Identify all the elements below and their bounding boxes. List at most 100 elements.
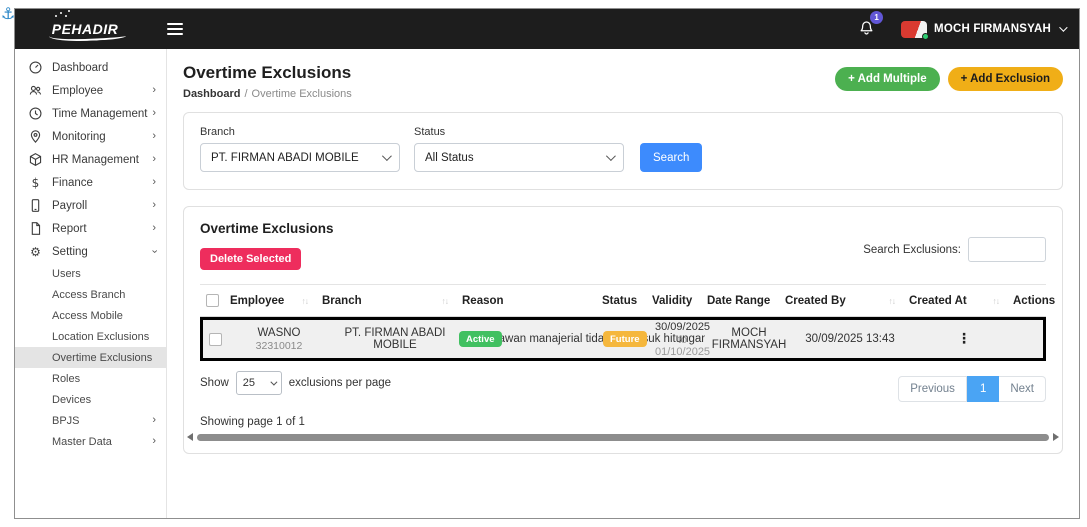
- sidebar-item-time-management[interactable]: Time Management ›: [15, 102, 166, 125]
- date-range-end: to 01/10/2025: [655, 333, 711, 358]
- sort-icon[interactable]: ↑↓: [441, 295, 449, 306]
- sidebar-item-setting[interactable]: ⚙ Setting ›: [15, 240, 166, 263]
- per-page-select[interactable]: 25: [235, 371, 282, 395]
- row-reason: Karyawan manajerial tidak termasuk hitun…: [475, 333, 705, 345]
- cube-icon: [28, 152, 43, 167]
- table-row[interactable]: WASNO 32310012 PT. FIRMAN ABADI MOBILE K…: [203, 320, 1043, 358]
- breadcrumb-dashboard[interactable]: Dashboard: [183, 88, 241, 100]
- user-name[interactable]: MOCH FIRMANSYAH: [934, 23, 1051, 35]
- sidebar-item-report[interactable]: Report ›: [15, 217, 166, 240]
- branch-select[interactable]: PT. FIRMAN ABADI MOBILE: [200, 143, 400, 172]
- dollar-icon: $: [31, 175, 40, 190]
- sidebar-item-dashboard[interactable]: Dashboard: [15, 56, 166, 79]
- sidebar-item-label: Payroll: [52, 199, 88, 212]
- sidebar-item-label: Location Exclusions: [52, 330, 150, 343]
- per-page-value: 25: [242, 377, 256, 389]
- sidebar-item-finance[interactable]: $ Finance ›: [15, 171, 166, 194]
- branch-label: Branch: [200, 126, 235, 138]
- sidebar-item-hr-management[interactable]: HR Management ›: [15, 148, 166, 171]
- column-actions: Actions: [1013, 294, 1056, 307]
- next-page-button[interactable]: Next: [999, 376, 1046, 402]
- show-label: Show: [200, 377, 229, 389]
- column-status: Status: [602, 294, 638, 307]
- row-branch: PT. FIRMAN ABADI MOBILE: [344, 327, 446, 351]
- plus-icon: +: [960, 73, 968, 85]
- sort-icon[interactable]: ↑↓: [301, 295, 309, 306]
- exclusions-panel: Overtime Exclusions Delete Selected Sear…: [183, 206, 1063, 454]
- gear-icon: ⚙: [30, 244, 41, 259]
- sidebar-item-label: Master Data: [52, 435, 112, 448]
- sidebar-item-label: Access Branch: [52, 288, 126, 301]
- horizontal-scrollbar[interactable]: [187, 433, 1059, 441]
- row-actions-kebab-icon[interactable]: ⋮: [957, 331, 971, 347]
- chevron-right-icon: ›: [152, 222, 156, 234]
- sidebar-item-overtime-exclusions[interactable]: Overtime Exclusions: [15, 347, 166, 368]
- sidebar-item-access-mobile[interactable]: Access Mobile: [15, 305, 166, 326]
- scrollbar-thumb[interactable]: [197, 433, 1049, 441]
- status-select[interactable]: All Status: [414, 143, 624, 172]
- row-created-by: MOCH FIRMANSYAH: [711, 327, 787, 351]
- page-title: Overtime Exclusions: [183, 63, 352, 82]
- page-1-button[interactable]: 1: [966, 376, 1000, 402]
- sidebar-item-label: Setting: [52, 245, 88, 258]
- chevron-right-icon: ›: [152, 153, 156, 165]
- sidebar-item-label: Overtime Exclusions: [52, 351, 153, 364]
- bell-icon: [860, 21, 873, 35]
- date-range-start: 30/09/2025: [655, 320, 711, 333]
- column-employee[interactable]: Employee: [230, 294, 285, 307]
- menu-icon[interactable]: [167, 20, 183, 38]
- chevron-right-icon: ›: [152, 435, 156, 447]
- sidebar-item-employee[interactable]: Employee ›: [15, 79, 166, 102]
- sidebar-item-payroll[interactable]: Payroll ›: [15, 194, 166, 217]
- previous-page-button[interactable]: Previous: [898, 376, 967, 402]
- status-select-value: All Status: [425, 151, 474, 164]
- user-menu-chevron-icon[interactable]: [1059, 23, 1068, 32]
- column-created-at[interactable]: Created At: [909, 294, 967, 307]
- sidebar-item-location-exclusions[interactable]: Location Exclusions: [15, 326, 166, 347]
- row-checkbox[interactable]: [209, 332, 222, 346]
- notifications-button[interactable]: 1: [858, 11, 884, 40]
- table-heading: Overtime Exclusions: [200, 221, 334, 236]
- sidebar-item-users[interactable]: Users: [15, 263, 166, 284]
- sort-icon[interactable]: ↑↓: [992, 295, 1000, 306]
- gauge-icon: [28, 60, 43, 75]
- user-avatar[interactable]: [901, 20, 930, 40]
- sidebar-item-label: Employee: [52, 84, 104, 97]
- scroll-left-icon[interactable]: [187, 433, 193, 441]
- select-all-checkbox[interactable]: [206, 294, 219, 307]
- column-date-range: Date Range: [707, 294, 771, 307]
- column-created-by[interactable]: Created By: [785, 294, 846, 307]
- chevron-right-icon: ›: [152, 107, 156, 119]
- search-exclusions-input[interactable]: [968, 237, 1046, 262]
- search-button[interactable]: Search: [640, 143, 703, 172]
- sidebar-item-label: BPJS: [52, 414, 80, 427]
- sidebar-item-label: Finance: [52, 176, 93, 189]
- logo-dots: [54, 15, 57, 17]
- add-multiple-button[interactable]: + Add Multiple: [835, 67, 940, 91]
- sidebar-item-master-data[interactable]: Master Data ›: [15, 431, 166, 452]
- online-status-dot: [922, 32, 930, 40]
- scroll-right-icon[interactable]: [1053, 433, 1059, 441]
- logo-text: PEHADIR: [51, 21, 119, 37]
- sidebar-item-roles[interactable]: Roles: [15, 368, 166, 389]
- sidebar-item-devices[interactable]: Devices: [15, 389, 166, 410]
- employee-id: 32310012: [255, 339, 303, 352]
- anchor-icon: ⚓: [1, 4, 16, 23]
- sidebar-item-access-branch[interactable]: Access Branch: [15, 284, 166, 305]
- sidebar-item-monitoring[interactable]: Monitoring ›: [15, 125, 166, 148]
- sidebar-item-label: HR Management: [52, 153, 139, 166]
- app-window: PEHADIR 1 MOCH FIRMANSYAH Dashboard: [14, 8, 1080, 519]
- search-exclusions-label: Search Exclusions:: [863, 243, 961, 256]
- column-branch[interactable]: Branch: [322, 294, 362, 307]
- add-exclusion-button[interactable]: + Add Exclusion: [947, 67, 1063, 91]
- delete-selected-button[interactable]: Delete Selected: [200, 248, 302, 270]
- sidebar-item-label: Time Management: [52, 107, 148, 120]
- chevron-right-icon: ›: [152, 176, 156, 188]
- file-icon: [28, 221, 43, 236]
- sidebar-item-bpjs[interactable]: BPJS ›: [15, 410, 166, 431]
- chevron-right-icon: ›: [152, 130, 156, 142]
- sort-icon[interactable]: ↑↓: [888, 295, 896, 306]
- clock-icon: [28, 106, 43, 121]
- breadcrumb: Dashboard / Overtime Exclusions: [183, 88, 352, 100]
- breadcrumb-current: Overtime Exclusions: [251, 88, 352, 100]
